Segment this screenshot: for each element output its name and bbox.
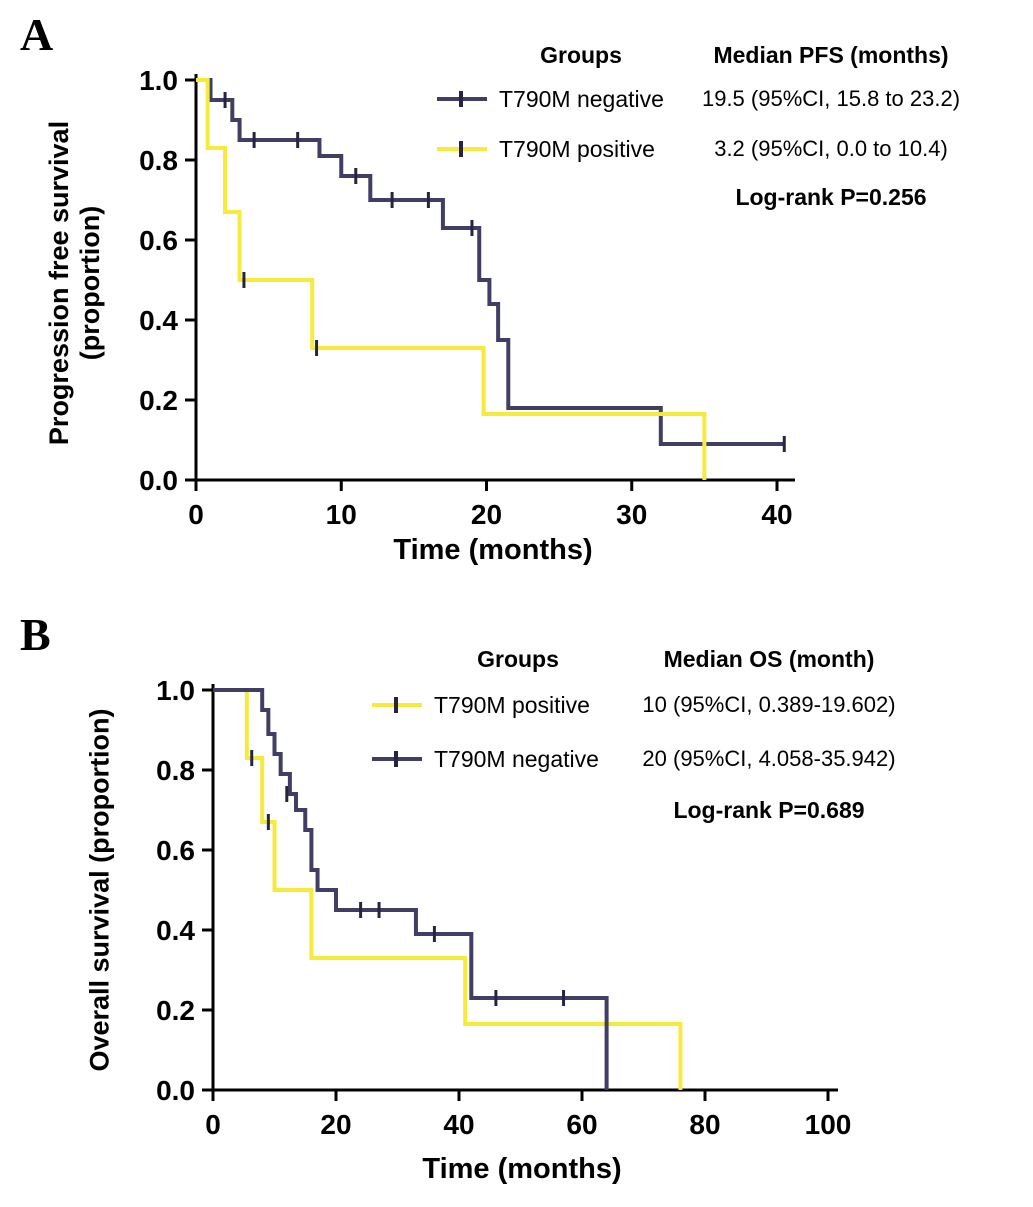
svg-text:0.8: 0.8 xyxy=(139,145,178,176)
os-y-axis-label-line1: Overall survival (proportion) xyxy=(84,708,115,1072)
svg-text:0.2: 0.2 xyxy=(156,995,195,1026)
svg-text:40: 40 xyxy=(761,499,792,530)
pfs-y-axis-label-line1: Progression free survival xyxy=(43,120,74,446)
legend-line-sample-positive xyxy=(372,697,432,713)
legend-groups-header: Groups xyxy=(477,645,559,672)
pfs-y-axis-label-line2: (proportion) xyxy=(75,205,105,361)
legend-median-header: Median OS (month) xyxy=(663,645,875,672)
pfs-legend: Groups Median PFS (months) T790M negativ… xyxy=(437,36,997,220)
legend-median-negative: 20 (95%CI, 4.058-35.942) xyxy=(642,746,896,771)
log-rank-p-value: Log-rank P=0.256 xyxy=(735,183,927,210)
svg-text:1.0: 1.0 xyxy=(156,675,195,706)
svg-text:0.0: 0.0 xyxy=(156,1075,195,1106)
log-rank-p-value: Log-rank P=0.689 xyxy=(673,796,865,823)
svg-text:10: 10 xyxy=(326,499,357,530)
censor-tick-icon xyxy=(459,141,463,157)
os-legend: Groups Median OS (month) T790M positive … xyxy=(372,640,934,834)
pfs-x-axis-label: Time (months) xyxy=(393,534,593,566)
os-x-axis-label: Time (months) xyxy=(422,1153,622,1185)
legend-label-negative: T790M negative xyxy=(499,85,664,112)
svg-text:0: 0 xyxy=(205,1109,221,1140)
svg-text:0.0: 0.0 xyxy=(139,465,178,496)
pfs-y-axis-label: Progression free survival (proportion) xyxy=(44,121,106,445)
svg-text:40: 40 xyxy=(443,1109,474,1140)
legend-label-positive: T790M positive xyxy=(434,691,590,718)
panel-letter-a: A xyxy=(20,9,54,60)
panel-letter-b: B xyxy=(20,609,51,660)
svg-text:20: 20 xyxy=(471,499,502,530)
legend-label-negative: T790M negative xyxy=(434,745,599,772)
pfs-km-plot: 0.0 0.2 0.4 0.6 0.8 1.0 0 10 20 30 40 xyxy=(139,65,795,530)
legend-line-sample-negative xyxy=(372,751,432,767)
legend-median-positive: 3.2 (95%CI, 0.0 to 10.4) xyxy=(714,136,948,161)
legend-median-positive: 10 (95%CI, 0.389-19.602) xyxy=(642,692,896,717)
svg-text:0.4: 0.4 xyxy=(139,305,178,336)
svg-text:0.6: 0.6 xyxy=(139,225,178,256)
censor-tick-icon xyxy=(394,697,398,713)
legend-line-sample-positive xyxy=(437,141,497,157)
legend-groups-header: Groups xyxy=(540,41,622,68)
svg-text:20: 20 xyxy=(320,1109,351,1140)
svg-text:0.2: 0.2 xyxy=(139,385,178,416)
legend-median-negative: 19.5 (95%CI, 15.8 to 23.2) xyxy=(701,86,961,111)
os-y-axis-label: Overall survival (proportion) xyxy=(84,708,115,1071)
svg-text:0.8: 0.8 xyxy=(156,755,195,786)
svg-text:60: 60 xyxy=(566,1109,597,1140)
panel-pfs: A Progression free survival (proportion)… xyxy=(0,0,1033,600)
legend-line-sample-negative xyxy=(437,91,497,107)
svg-text:0.4: 0.4 xyxy=(156,915,195,946)
svg-text:80: 80 xyxy=(689,1109,720,1140)
svg-text:30: 30 xyxy=(616,499,647,530)
legend-median-header: Median PFS (months) xyxy=(713,41,949,68)
censor-tick-icon xyxy=(394,751,398,767)
legend-label-positive: T790M positive xyxy=(499,135,655,162)
svg-text:1.0: 1.0 xyxy=(139,65,178,96)
svg-text:0.6: 0.6 xyxy=(156,835,195,866)
censor-tick-icon xyxy=(459,91,463,107)
svg-text:0: 0 xyxy=(188,499,204,530)
svg-text:100: 100 xyxy=(805,1109,852,1140)
os-km-plot: 0.0 0.2 0.4 0.6 0.8 1.0 0 20 40 60 80 100 xyxy=(156,675,852,1140)
panel-os: B Overall survival (proportion) 0.0 0.2 0.… xyxy=(0,600,1033,1207)
